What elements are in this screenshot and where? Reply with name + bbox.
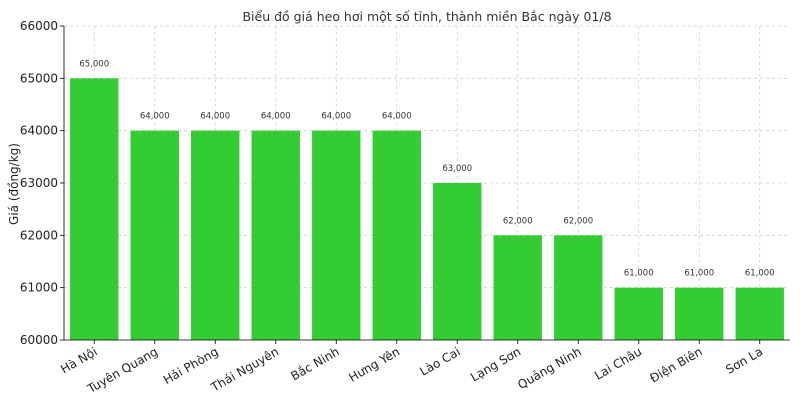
y-tick-label: 62000	[20, 228, 58, 242]
x-tick-label: Lào Cai	[417, 344, 462, 378]
y-tick-label: 66000	[20, 19, 58, 33]
x-tick-label: Lai Châu	[592, 344, 644, 382]
data-label: 62,000	[563, 216, 593, 226]
y-tick-label: 63000	[20, 176, 58, 190]
bar	[493, 235, 542, 340]
x-tick-label: Hà Nội	[58, 344, 100, 376]
data-label: 64,000	[321, 112, 351, 122]
y-tick-label: 64000	[20, 124, 58, 138]
x-tick-label: Hưng Yên	[346, 344, 402, 384]
x-tick-label: Quảng Ninh	[515, 344, 583, 392]
x-tick-label: Điện Biên	[648, 344, 705, 385]
bar	[191, 130, 240, 340]
y-tick-label: 61000	[20, 281, 58, 295]
y-tick-labels: 60000 61000 62000 63000 64000 65000 66000	[20, 19, 58, 347]
data-label: 64,000	[140, 112, 170, 122]
bar	[312, 130, 361, 340]
data-label: 64,000	[200, 112, 230, 122]
bars	[70, 78, 784, 340]
chart-title: Biểu đồ giá heo hơi một số tỉnh, thành m…	[242, 9, 611, 24]
axes	[60, 25, 790, 344]
bar	[251, 130, 300, 340]
bar	[372, 130, 421, 340]
data-label: 61,000	[624, 269, 654, 279]
data-label: 63,000	[442, 164, 472, 174]
bar	[614, 287, 663, 340]
x-tick-label: Bắc Ninh	[288, 344, 341, 383]
x-tick-label: Thái Nguyên	[208, 344, 281, 394]
data-label: 64,000	[382, 112, 412, 122]
bar	[675, 287, 724, 340]
bar	[433, 183, 482, 340]
x-tick-label: Sơn La	[723, 344, 765, 376]
x-tick-label: Lạng Sơn	[468, 344, 523, 384]
bar	[735, 287, 784, 340]
data-labels: 65,000 64,000 64,000 64,000 64,000 64,000 63,0…	[79, 59, 774, 278]
data-label: 61,000	[684, 269, 714, 279]
data-label: 64,000	[261, 112, 291, 122]
y-axis-label: Giá (đồng/kg)	[7, 143, 21, 225]
y-tick-label: 65000	[20, 71, 58, 85]
bar	[130, 130, 179, 340]
data-label: 62,000	[503, 216, 533, 226]
data-label: 65,000	[79, 59, 109, 69]
y-tick-label: 60000	[20, 333, 58, 347]
bar	[70, 78, 119, 340]
bar	[554, 235, 603, 340]
data-label: 61,000	[745, 269, 775, 279]
